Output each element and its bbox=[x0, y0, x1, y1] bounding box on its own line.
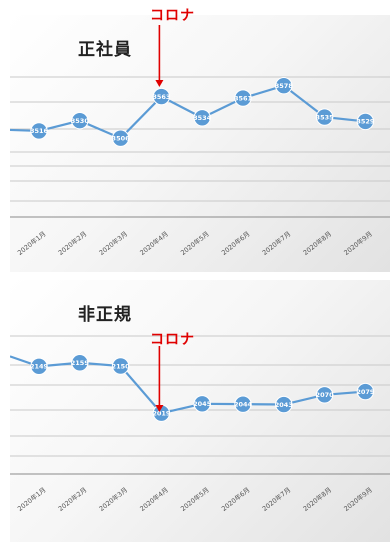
x-tick-label: 2020年7月 bbox=[260, 229, 292, 257]
data-label: 2149 bbox=[30, 363, 49, 371]
data-point bbox=[111, 357, 130, 375]
data-label: 3535 bbox=[316, 113, 335, 121]
x-tick-label: 2020年9月 bbox=[342, 229, 374, 257]
annotation-arrow-head bbox=[155, 405, 164, 412]
data-label: 2159 bbox=[71, 359, 90, 367]
x-tick-label: 2020年6月 bbox=[219, 485, 251, 513]
data-point bbox=[30, 357, 48, 376]
x-tick-label: 2020年5月 bbox=[179, 229, 211, 257]
data-label: 3529 bbox=[356, 118, 375, 126]
line-chart: 2149 2159 2150 2019 2045 2044 2043 2070 2079 2020… bbox=[10, 335, 390, 513]
data-point bbox=[315, 108, 334, 126]
chart-title: 非正規 bbox=[78, 305, 132, 325]
data-label: 2045 bbox=[193, 400, 212, 408]
series-line bbox=[10, 84, 366, 140]
data-point bbox=[234, 89, 252, 107]
data-point bbox=[71, 112, 89, 130]
x-tick-label: 2020年2月 bbox=[56, 229, 88, 257]
data-point bbox=[152, 87, 171, 106]
chart-panel-non-regular-employees: 非正規 2149 2159 2150 2019 2045 2044 2043 2070 2079… bbox=[10, 280, 390, 542]
chart-panel-regular-employees: 正社員 3516 3530 3506 3563 3534 3561 3578 3535 3529… bbox=[10, 15, 390, 272]
data-point bbox=[152, 404, 171, 422]
data-label: 2070 bbox=[316, 391, 335, 399]
data-label: 3516 bbox=[30, 127, 49, 135]
data-label: 3578 bbox=[275, 82, 294, 90]
line-chart: 3516 3530 3506 3563 3534 3561 3578 3535 3529 2020… bbox=[10, 25, 390, 257]
series-line bbox=[10, 355, 366, 415]
data-label: 2043 bbox=[275, 401, 293, 409]
x-tick-label: 2020年3月 bbox=[97, 485, 129, 513]
data-point bbox=[234, 395, 252, 413]
data-label: 3506 bbox=[112, 135, 131, 143]
data-label: 2150 bbox=[112, 362, 131, 370]
data-label: 3534 bbox=[193, 114, 212, 122]
data-point bbox=[275, 76, 293, 95]
x-tick-label: 2020年3月 bbox=[97, 229, 129, 257]
data-point bbox=[356, 382, 375, 401]
data-point bbox=[193, 109, 211, 127]
data-label: 3561 bbox=[234, 94, 253, 102]
x-tick-label: 2020年4月 bbox=[138, 485, 170, 513]
data-point bbox=[111, 129, 130, 147]
x-tick-label: 2020年9月 bbox=[342, 485, 374, 513]
x-tick-label: 2020年1月 bbox=[15, 229, 47, 257]
data-point bbox=[193, 395, 211, 413]
data-point bbox=[356, 112, 375, 131]
x-tick-label: 2020年5月 bbox=[179, 485, 211, 513]
annotation-arrow-head bbox=[155, 80, 164, 87]
x-tick-label: 2020年1月 bbox=[15, 485, 47, 513]
corona-callout: コロナ bbox=[150, 8, 195, 24]
x-tick-label: 2020年4月 bbox=[138, 229, 170, 257]
data-label: 2044 bbox=[234, 400, 253, 408]
data-label: 2019 bbox=[152, 409, 171, 417]
data-label: 3563 bbox=[152, 93, 170, 101]
x-tick-label: 2020年7月 bbox=[260, 485, 292, 513]
x-tick-label: 2020年8月 bbox=[301, 229, 333, 257]
data-point bbox=[30, 122, 48, 140]
x-tick-label: 2020年6月 bbox=[219, 229, 251, 257]
chart-title: 正社員 bbox=[78, 40, 132, 60]
corona-callout: コロナ bbox=[150, 332, 195, 348]
data-label: 2079 bbox=[356, 388, 375, 396]
data-label: 3530 bbox=[71, 117, 90, 125]
data-point bbox=[275, 395, 293, 414]
data-point bbox=[315, 386, 334, 404]
x-tick-label: 2020年2月 bbox=[56, 485, 88, 513]
data-point bbox=[71, 354, 89, 372]
x-tick-label: 2020年8月 bbox=[301, 485, 333, 513]
